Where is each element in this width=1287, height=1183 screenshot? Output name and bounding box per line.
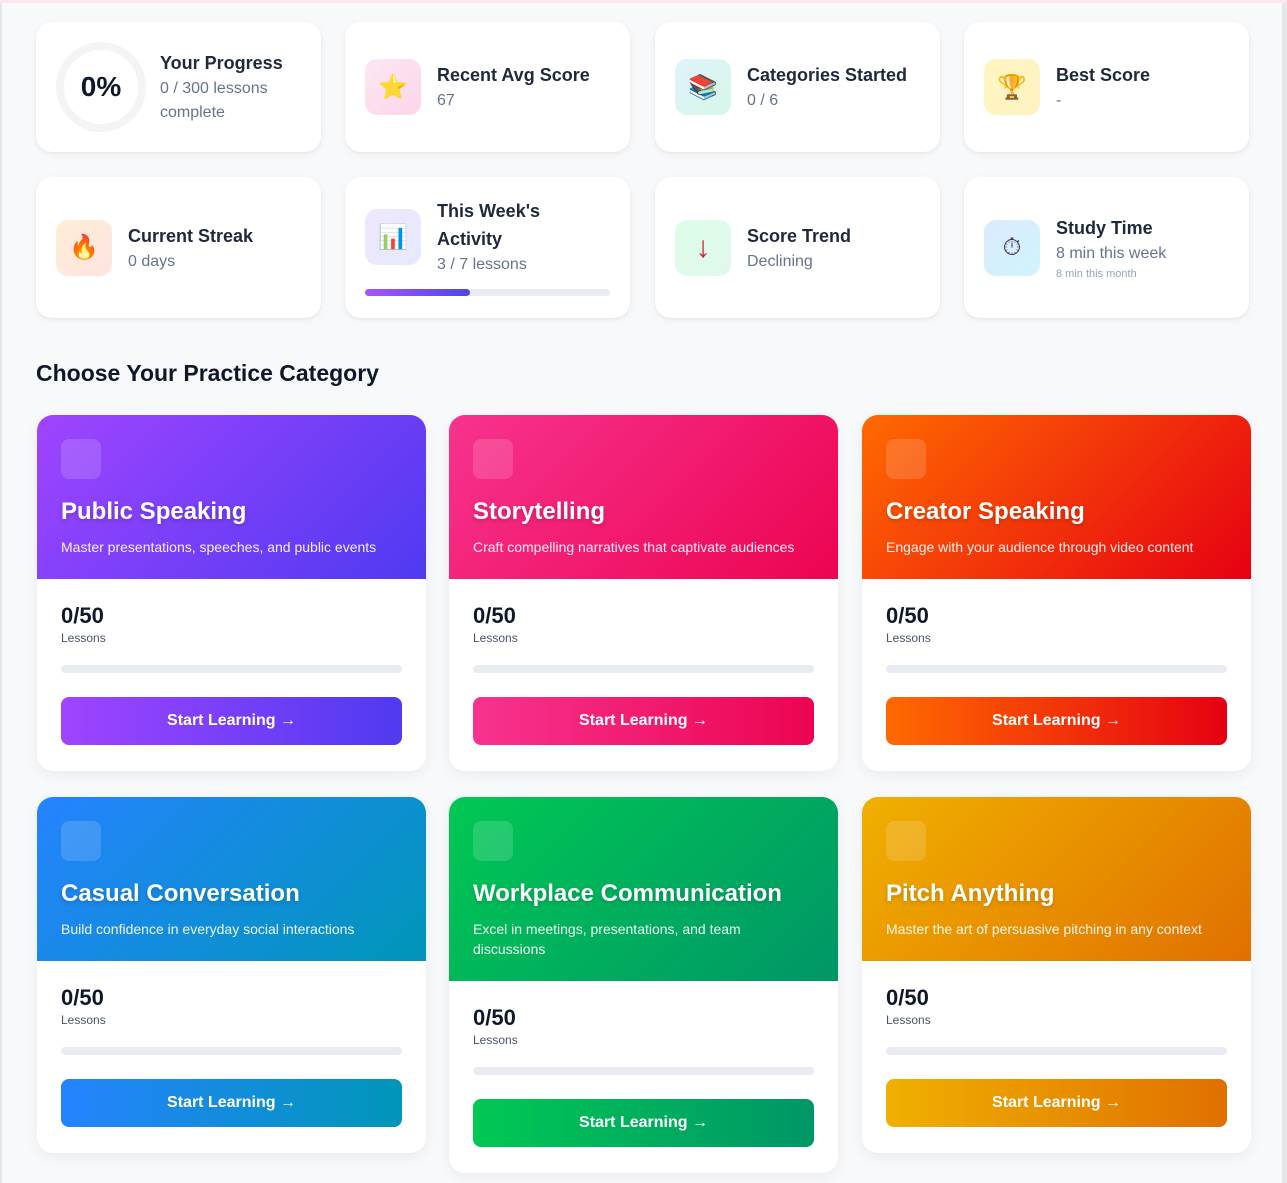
study-time-value: 8 min this week [1056, 244, 1167, 262]
best-score-value: - [1056, 92, 1062, 109]
category-lessons-label: Lessons [61, 631, 106, 645]
category-header: Storytelling Craft compelling narratives… [449, 415, 838, 579]
week-activity-value: 3 / 7 lessons [437, 256, 527, 273]
recent-avg-value: 67 [437, 92, 455, 109]
star-icon: ⭐ [365, 59, 421, 115]
category-icon [473, 439, 513, 479]
category-lessons-label: Lessons [886, 631, 931, 645]
category-description: Craft compelling narratives that captiva… [473, 539, 795, 555]
study-time-title: Study Time [1056, 217, 1153, 238]
category-description: Master presentations, speeches, and publ… [61, 539, 377, 555]
start-learning-button[interactable]: Start Learning → [886, 1079, 1227, 1127]
category-progress-bar [886, 665, 1227, 673]
category-progress-bar [473, 665, 814, 673]
category-description: Build confidence in everyday social inte… [61, 921, 355, 937]
category-description: Engage with your audience through video … [886, 539, 1194, 555]
category-name: Creator Speaking [886, 498, 1085, 525]
category-header: Creator Speaking Engage with your audien… [862, 415, 1251, 579]
study-time-sub: 8 min this month [1056, 267, 1137, 280]
category-icon [61, 439, 101, 479]
fire-icon: 🔥 [56, 219, 112, 276]
best-score-title: Best Score [1056, 65, 1151, 85]
progress-value: 0 / 300 lessons [160, 80, 268, 97]
category-name: Workplace Communication [473, 880, 782, 907]
streak-value: 0 days [128, 252, 176, 270]
recent-avg-score-card: ⭐ Recent Avg Score 67 [345, 22, 630, 152]
week-progress-fill [365, 289, 471, 296]
category-icon [886, 439, 926, 479]
trophy-icon: 🏆 [984, 59, 1040, 115]
category-card-pitch-anything[interactable]: Pitch Anything Master the art of persuas… [862, 797, 1251, 1153]
category-count: 0/50 [61, 603, 104, 628]
arrow-down-icon: ↓ [675, 219, 731, 276]
categories-started-value: 0 / 6 [747, 92, 779, 109]
progress-ring: 0% [56, 42, 146, 132]
category-count: 0/50 [473, 603, 516, 628]
best-score-card: 🏆 Best Score - [964, 22, 1249, 152]
category-progress-bar [61, 1047, 402, 1055]
category-count: 0/50 [61, 985, 104, 1010]
category-count: 0/50 [886, 603, 929, 628]
category-name: Casual Conversation [61, 880, 300, 907]
category-card-public-speaking[interactable]: Public Speaking Master presentations, sp… [37, 415, 426, 771]
study-time-card: ⏱ Study Time 8 min this week 8 min this … [964, 177, 1249, 318]
category-icon [61, 821, 101, 861]
category-progress-bar [473, 1067, 814, 1075]
week-progress-bar [365, 289, 610, 296]
streak-title: Current Streak [128, 225, 254, 246]
category-header: Casual Conversation Build confidence in … [37, 797, 426, 961]
categories-started-card: 📚 Categories Started 0 / 6 [655, 22, 940, 152]
category-header: Pitch Anything Master the art of persuas… [862, 797, 1251, 961]
week-activity-card: 📊 This Week's Activity 3 / 7 lessons [345, 177, 630, 318]
category-icon [886, 821, 926, 861]
current-streak-card: 🔥 Current Streak 0 days [36, 177, 321, 318]
scrollbar[interactable] [1282, 3, 1287, 1183]
category-count: 0/50 [886, 985, 929, 1010]
category-lessons-label: Lessons [61, 1013, 106, 1027]
categories-started-title: Categories Started [747, 65, 908, 85]
category-lessons-label: Lessons [473, 1033, 518, 1047]
stopwatch-icon: ⏱ [984, 219, 1040, 276]
books-icon: 📚 [675, 59, 731, 115]
start-learning-button[interactable]: Start Learning → [473, 1099, 814, 1147]
category-card-workplace-communication[interactable]: Workplace Communication Excel in meeting… [449, 797, 838, 1173]
category-progress-bar [61, 665, 402, 673]
recent-avg-title: Recent Avg Score [437, 65, 590, 85]
section-title: Choose Your Practice Category [36, 360, 379, 386]
category-card-storytelling[interactable]: Storytelling Craft compelling narratives… [449, 415, 838, 771]
category-progress-bar [886, 1047, 1227, 1055]
category-count: 0/50 [473, 1005, 516, 1030]
week-activity-title: This Week's [437, 201, 540, 221]
start-learning-button[interactable]: Start Learning → [473, 697, 814, 745]
progress-percent: 0% [80, 71, 122, 102]
bar-chart-icon: 📊 [365, 209, 421, 265]
category-header: Public Speaking Master presentations, sp… [37, 415, 426, 579]
category-lessons-label: Lessons [473, 631, 518, 645]
week-activity-title-line2: Activity [437, 229, 503, 249]
category-card-casual-conversation[interactable]: Casual Conversation Build confidence in … [37, 797, 426, 1153]
progress-card: 0% Your Progress 0 / 300 lessons complet… [36, 22, 321, 152]
start-learning-button[interactable]: Start Learning → [61, 1079, 402, 1127]
left-edge [0, 3, 2, 1183]
score-trend-title: Score Trend [747, 225, 852, 246]
score-trend-value: Declining [747, 252, 813, 270]
top-border [0, 0, 1287, 3]
category-card-creator-speaking[interactable]: Creator Speaking Engage with your audien… [862, 415, 1251, 771]
category-icon [473, 821, 513, 861]
start-learning-button[interactable]: Start Learning → [886, 697, 1227, 745]
category-name: Public Speaking [61, 498, 247, 525]
category-name: Pitch Anything [886, 880, 1055, 907]
category-lessons-label: Lessons [886, 1013, 931, 1027]
progress-value-line2: complete [160, 104, 225, 121]
category-description: Master the art of persuasive pitching in… [886, 921, 1202, 937]
category-name: Storytelling [473, 498, 606, 525]
score-trend-card: ↓ Score Trend Declining [655, 177, 940, 318]
category-header: Workplace Communication Excel in meeting… [449, 797, 838, 981]
start-learning-button[interactable]: Start Learning → [61, 697, 402, 745]
progress-title: Your Progress [160, 53, 283, 73]
category-description: Excel in meetings, presentations, and te… [473, 921, 741, 957]
